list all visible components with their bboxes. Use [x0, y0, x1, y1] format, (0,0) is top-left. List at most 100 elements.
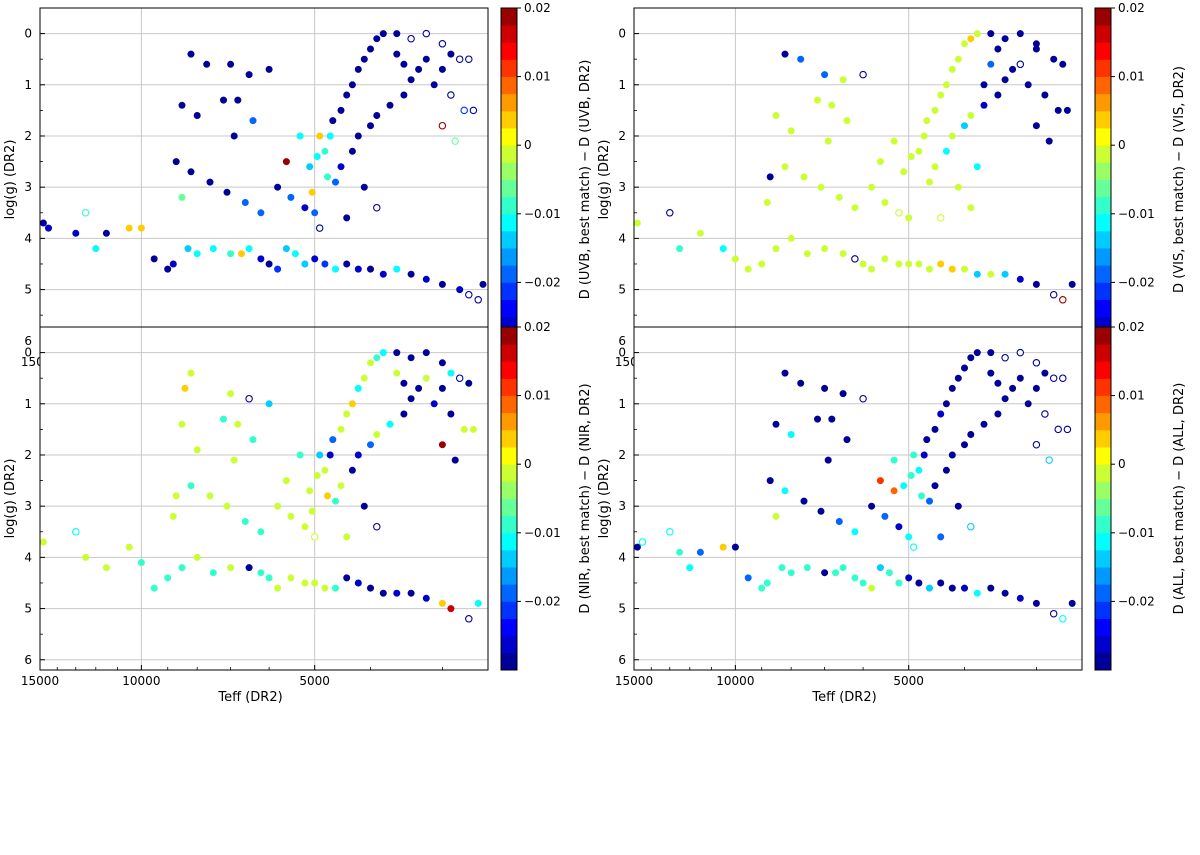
data-point: [438, 441, 446, 449]
data-point: [781, 369, 789, 377]
data-point: [835, 517, 843, 525]
colorbar-segment: [501, 447, 517, 465]
data-point: [447, 50, 455, 58]
data-point: [379, 270, 387, 278]
data-point: [291, 250, 299, 258]
plot-area: [40, 8, 488, 351]
data-point: [1024, 400, 1032, 408]
data-point: [859, 70, 867, 79]
data-point: [980, 420, 988, 428]
colorbar-segment: [501, 299, 517, 318]
colorbar-tick-label: −0.01: [1118, 207, 1155, 221]
plot-area: [634, 8, 1082, 351]
data-point: [178, 420, 186, 428]
data-point: [817, 507, 825, 515]
colorbar-segment: [1095, 447, 1111, 465]
data-point: [868, 502, 876, 510]
data-point: [220, 96, 228, 104]
data-point: [766, 477, 774, 485]
data-point: [731, 543, 739, 551]
y-tick-label: 0: [618, 27, 626, 41]
data-point: [800, 497, 808, 505]
data-point: [851, 255, 859, 263]
data-point: [839, 390, 847, 398]
x-tick-label: 15000: [615, 674, 653, 688]
data-point: [169, 260, 177, 268]
data-point: [308, 188, 316, 196]
colorbar-segment: [1095, 532, 1111, 551]
data-point: [994, 45, 1002, 53]
data-point: [337, 106, 345, 114]
data-point: [203, 60, 211, 68]
colorbar-segment: [1095, 567, 1111, 585]
data-point: [905, 260, 913, 268]
data-point: [44, 224, 52, 232]
data-point: [1041, 410, 1049, 418]
x-tick-label: 5000: [299, 674, 330, 688]
data-point: [407, 395, 415, 403]
data-point: [1049, 290, 1058, 299]
data-point: [803, 250, 811, 258]
colorbar-segment: [1095, 8, 1111, 26]
y-tick-label: 1: [618, 397, 626, 411]
data-point: [206, 178, 214, 186]
data-point: [980, 81, 988, 89]
data-point: [310, 533, 319, 541]
data-point: [821, 245, 829, 253]
data-point: [407, 589, 415, 597]
colorbar-segment: [501, 498, 517, 517]
data-point: [296, 132, 304, 140]
colorbar-segment: [1095, 498, 1111, 517]
data-point: [859, 579, 867, 587]
data-point: [900, 168, 908, 176]
data-point: [39, 538, 47, 546]
scatter-points: [633, 348, 1076, 623]
colorbar-segment: [501, 344, 517, 362]
data-point: [164, 574, 172, 582]
data-point: [890, 137, 898, 145]
data-point: [781, 487, 789, 495]
data-point: [282, 477, 290, 485]
data-point: [821, 569, 829, 577]
data-point: [931, 425, 939, 433]
data-point: [859, 394, 867, 403]
data-point: [696, 229, 704, 237]
colorbar-tick-label: 0: [1118, 138, 1126, 152]
data-point: [915, 466, 923, 474]
data-point: [828, 101, 836, 109]
data-point: [379, 30, 387, 38]
data-point: [839, 564, 847, 572]
y-tick-label: 1: [24, 397, 32, 411]
colorbar-segment: [501, 652, 517, 671]
colorbar-segment: [501, 567, 517, 585]
colorbar-segment: [1095, 618, 1111, 637]
data-point: [241, 517, 249, 525]
data-point: [920, 132, 928, 140]
data-point: [184, 245, 192, 253]
colorbar-segment: [1095, 179, 1111, 198]
data-point: [326, 132, 334, 140]
data-point: [72, 229, 80, 237]
data-point: [967, 112, 975, 120]
colorbar-segment: [1095, 265, 1111, 283]
data-point: [193, 553, 201, 561]
data-point: [1049, 609, 1058, 618]
data-point: [265, 574, 273, 582]
data-point: [824, 137, 832, 145]
data-point: [817, 183, 825, 191]
data-point: [447, 369, 455, 377]
data-point: [905, 533, 913, 541]
colorbar-tick-label: −0.01: [524, 526, 561, 540]
data-point: [92, 245, 100, 253]
data-point: [839, 250, 847, 258]
data-point: [781, 163, 789, 171]
data-point: [311, 209, 319, 217]
data-point: [187, 482, 195, 490]
axes-frame: [633, 326, 1083, 671]
data-point: [948, 132, 956, 140]
data-point: [772, 512, 780, 520]
data-point: [82, 553, 90, 561]
y-tick-label: 6: [618, 334, 626, 348]
data-point: [400, 379, 408, 387]
